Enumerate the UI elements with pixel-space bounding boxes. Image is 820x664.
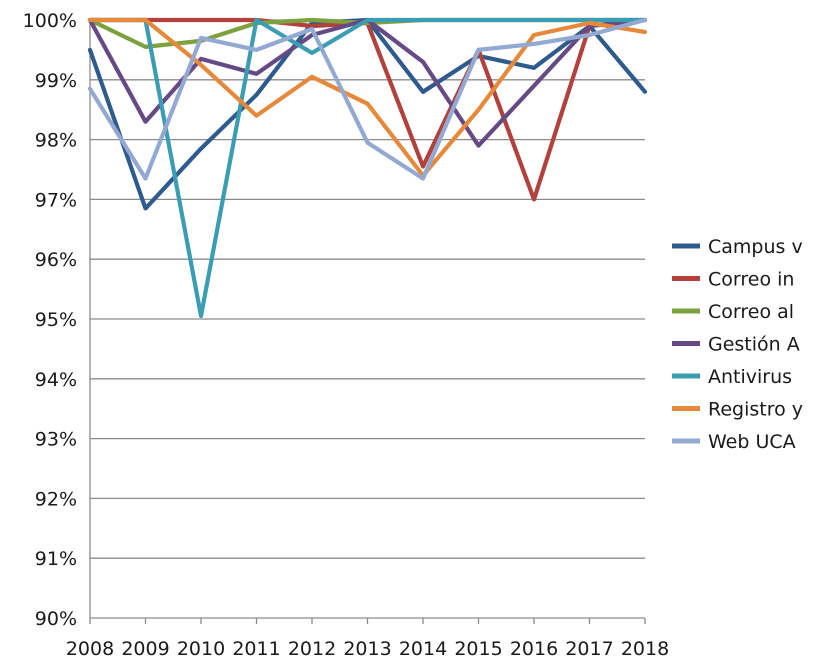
x-tick-label: 2012 — [288, 638, 336, 660]
legend-entry: Correo al — [672, 301, 794, 323]
series-line-7 — [87, 17, 648, 181]
y-tick-label: 97% — [35, 189, 77, 211]
legend-label: Registro y — [708, 399, 803, 421]
series-line-6 — [87, 17, 648, 178]
y-tick-label: 96% — [35, 249, 77, 271]
legend-label: Correo al — [708, 301, 794, 323]
y-tick-label: 93% — [35, 429, 77, 451]
x-tick-label: 2016 — [510, 638, 558, 660]
y-tick-label: 92% — [35, 488, 77, 510]
legend-entry: Registro y — [672, 399, 803, 421]
x-tick-label: 2014 — [399, 638, 447, 660]
y-tick-label: 91% — [35, 548, 77, 570]
y-tick-label: 95% — [35, 309, 77, 331]
x-tick-label: 2017 — [565, 638, 613, 660]
legend-label: Correo in — [708, 269, 794, 291]
legend-label: Campus v — [708, 236, 803, 258]
legend-label: Web UCA — [708, 431, 796, 453]
y-tick-label: 94% — [35, 369, 77, 391]
series-line-5 — [87, 17, 648, 319]
y-tick-label: 99% — [35, 70, 77, 92]
legend-label: Antivirus — [708, 366, 792, 388]
axes: 90% 91% 92% 93% 94% 95% 96% 97% 98% 99% 100% 2008 20… — [23, 10, 670, 660]
legend-entry: Correo in — [672, 269, 794, 291]
x-tick-label: 2011 — [232, 638, 280, 660]
series-lines — [87, 17, 648, 319]
x-tick-label: 2013 — [343, 638, 391, 660]
y-tick-label: 98% — [35, 130, 77, 152]
legend-entry: Antivirus — [672, 366, 792, 388]
x-tick-label: 2008 — [66, 638, 114, 660]
x-tick-label: 2010 — [177, 638, 225, 660]
y-tick-label: 100% — [23, 10, 77, 32]
x-tick-label: 2018 — [621, 638, 669, 660]
legend: Campus v Correo in Correo al Gestión A Antiv… — [672, 236, 803, 453]
legend-entry: Campus v — [672, 236, 803, 258]
legend-entry: Web UCA — [672, 431, 796, 453]
y-tick-label: 90% — [35, 608, 77, 630]
x-tick-label: 2009 — [121, 638, 169, 660]
x-tick-label: 2015 — [454, 638, 502, 660]
legend-label: Gestión A — [708, 334, 800, 356]
legend-entry: Gestión A — [672, 334, 800, 356]
